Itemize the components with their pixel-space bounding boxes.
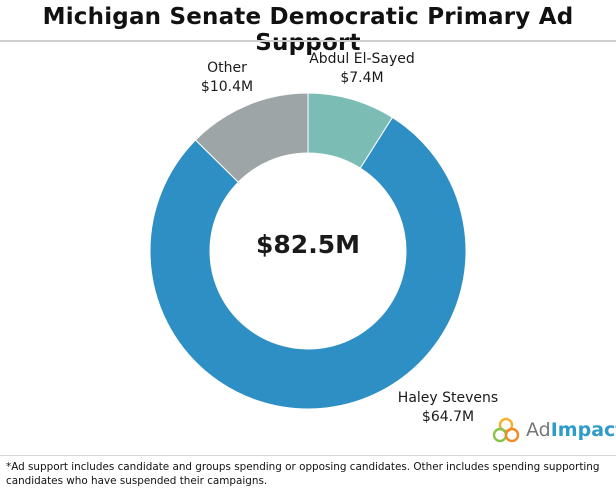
adimpact-logo-icon xyxy=(492,417,520,443)
title-divider xyxy=(0,40,616,42)
slice-value-label-haley-stevens: $64.7M xyxy=(422,409,474,425)
logo-text-impact: Impact xyxy=(550,419,616,441)
center-total-label: $82.5M xyxy=(256,230,360,259)
slice-value-label-abdul-el-sayed: $7.4M xyxy=(340,70,383,86)
donut-chart: $82.5M Abdul El-Sayed $7.4M Other $10.4M… xyxy=(149,51,498,425)
slice-name-label-other: Other xyxy=(207,60,247,76)
footnote: *Ad support includes candidate and group… xyxy=(6,461,600,487)
slice-name-label-haley-stevens: Haley Stevens xyxy=(398,390,498,406)
donut-slice-other xyxy=(194,92,309,183)
footer-divider xyxy=(0,455,616,456)
slice-name-label-abdul-el-sayed: Abdul El-Sayed xyxy=(309,51,415,67)
slice-value-label-other: $10.4M xyxy=(201,79,253,95)
logo-text-ad: Ad xyxy=(526,419,551,441)
donut-slice-haley-stevens xyxy=(149,116,467,410)
adimpact-logo: AdImpact xyxy=(492,412,616,448)
chart-title: Michigan Senate Democratic Primary Ad Su… xyxy=(42,4,574,56)
